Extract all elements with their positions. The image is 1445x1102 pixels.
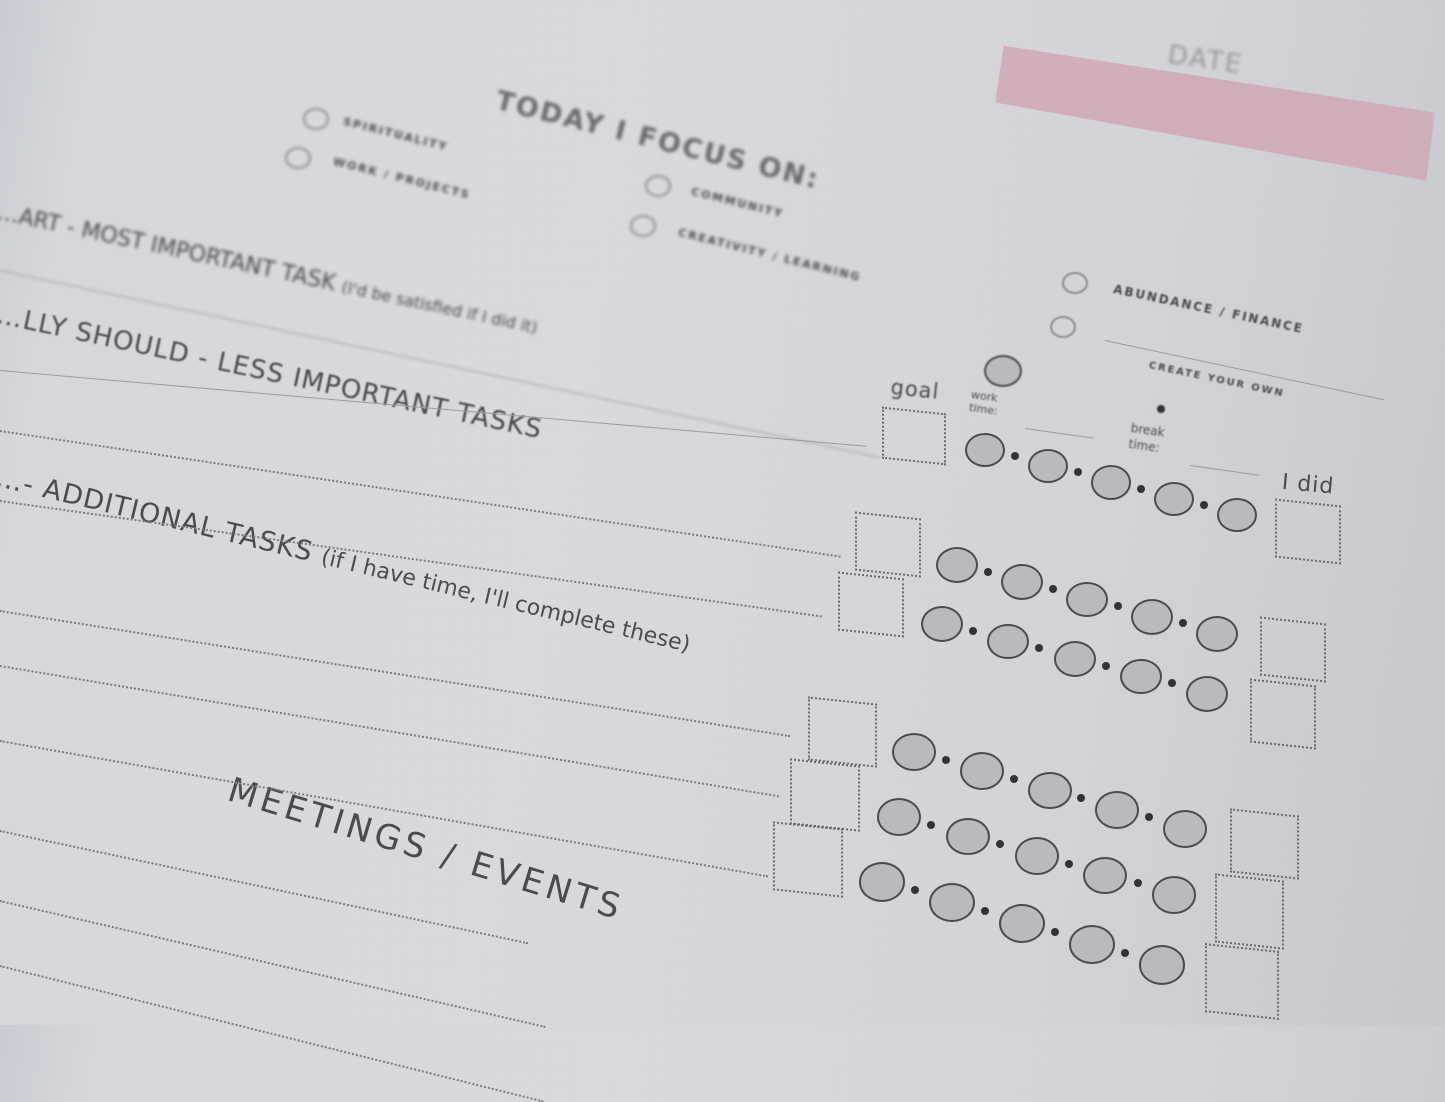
break-dot-icon <box>983 567 992 576</box>
goal-checkbox[interactable] <box>838 571 904 638</box>
focus-radio-abundance[interactable] <box>1062 272 1088 294</box>
pomodoro-bubble[interactable] <box>1069 924 1115 964</box>
focus-radio-custom[interactable] <box>1050 316 1076 338</box>
focus-label: CREATIVITY / LEARNING <box>676 226 863 285</box>
focus-label: ABUNDANCE / FINANCE <box>1112 282 1306 337</box>
goal-checkbox[interactable] <box>855 511 921 578</box>
break-dot-icon <box>1178 619 1187 628</box>
break-dot-icon <box>1077 794 1086 803</box>
task-line[interactable] <box>0 665 780 798</box>
focus-radio-creativity[interactable] <box>630 215 656 237</box>
task-line[interactable] <box>0 965 544 1102</box>
pomodoro-bubble[interactable] <box>1053 641 1096 677</box>
break-dot-icon <box>1101 661 1110 670</box>
focus-label: SPIRITUALITY <box>341 115 450 154</box>
done-checkbox[interactable] <box>1275 498 1341 565</box>
pomodoro-bubble[interactable] <box>945 817 990 856</box>
could-title: …- ADDITIONAL TASKS <box>0 462 317 569</box>
break-dot-icon <box>969 626 978 635</box>
break-dot-icon <box>1145 813 1154 822</box>
could-note: (if I have time, I'll complete these) <box>318 545 693 658</box>
focus-radio-work[interactable] <box>285 147 311 169</box>
must-note: (I'd be satisfied if I did it) <box>339 277 540 338</box>
break-dot-icon <box>927 820 936 829</box>
done-checkbox[interactable] <box>1250 678 1316 750</box>
pomodoro-bubble[interactable] <box>1091 465 1131 500</box>
break-dot-icon <box>1136 484 1145 493</box>
goal-checkbox[interactable] <box>882 406 946 466</box>
break-dot-icon <box>1064 859 1073 868</box>
break-dot-icon <box>1157 405 1165 413</box>
goal-checkbox[interactable] <box>808 696 877 768</box>
break-dot-icon <box>1113 602 1122 611</box>
pomodoro-bubble[interactable] <box>1154 481 1194 516</box>
pomodoro-bubble[interactable] <box>1163 810 1207 848</box>
pomodoro-bubble[interactable] <box>987 623 1030 660</box>
goal-checkbox[interactable] <box>773 821 843 898</box>
break-dot-icon <box>1009 774 1018 783</box>
break-dot-icon <box>941 755 950 764</box>
done-checkbox[interactable] <box>1230 808 1299 880</box>
break-dot-icon <box>1121 948 1129 957</box>
pomodoro-bubble[interactable] <box>892 733 936 771</box>
pomodoro-bubble[interactable] <box>929 883 975 923</box>
could-heading: …- ADDITIONAL TASKS (if I have time, I'l… <box>0 462 694 659</box>
work-bubble-legend-icon <box>984 355 1022 387</box>
pomodoro-bubble[interactable] <box>1131 598 1173 635</box>
break-dot-icon <box>1035 644 1044 653</box>
focus-radio-community[interactable] <box>645 175 671 197</box>
break-dot-icon <box>1073 468 1082 477</box>
pomodoro-bubble[interactable] <box>936 547 978 583</box>
pomodoro-bubble[interactable] <box>1119 658 1162 695</box>
pomodoro-bubble[interactable] <box>859 862 905 902</box>
pomodoro-bubble[interactable] <box>1095 790 1140 829</box>
break-dot-icon <box>1133 879 1142 888</box>
pomodoro-bubble[interactable] <box>1027 771 1072 810</box>
pomodoro-bubble[interactable] <box>1014 837 1059 875</box>
break-dot-icon <box>1048 584 1057 593</box>
pomodoro-bubble[interactable] <box>1217 497 1257 533</box>
pomodoro-bubble[interactable] <box>1028 449 1068 484</box>
pomodoro-bubble[interactable] <box>965 432 1005 468</box>
pomodoro-bubble[interactable] <box>1196 616 1238 652</box>
pomodoro-bubble[interactable] <box>1186 676 1228 712</box>
goal-checkbox[interactable] <box>790 758 860 832</box>
done-checkbox[interactable] <box>1205 943 1279 1020</box>
focus-radio-spirituality[interactable] <box>303 108 329 130</box>
break-dot-icon <box>911 886 919 895</box>
pomodoro-bubble[interactable] <box>1066 581 1108 618</box>
break-dot-icon <box>1167 679 1176 688</box>
break-dot-icon <box>1199 500 1208 509</box>
pomodoro-bubble[interactable] <box>959 752 1004 791</box>
work-time-input[interactable] <box>1024 428 1095 439</box>
work-time-label: work time: <box>968 388 999 418</box>
break-time-label: break time: <box>1127 420 1166 456</box>
pomodoro-bubble[interactable] <box>877 798 921 836</box>
focus-label: CREATE YOUR OWN <box>1147 360 1286 400</box>
pomodoro-bubble[interactable] <box>1001 564 1043 601</box>
break-dot-icon <box>996 840 1005 849</box>
focus-label: COMMUNITY <box>689 185 786 221</box>
done-checkbox[interactable] <box>1215 873 1284 950</box>
pomodoro-bubble[interactable] <box>1152 876 1196 914</box>
focus-label: WORK / PROJECTS <box>331 155 472 202</box>
pomodoro-bubble[interactable] <box>921 606 963 642</box>
break-dot-icon <box>1051 927 1059 936</box>
done-label: I did <box>1280 470 1336 500</box>
break-dot-icon <box>1010 452 1019 461</box>
task-line[interactable] <box>0 900 546 1028</box>
goal-label: goal <box>889 375 941 404</box>
break-time-input[interactable] <box>1189 465 1260 476</box>
pomodoro-bubble[interactable] <box>1083 856 1128 895</box>
break-dot-icon <box>981 907 989 916</box>
done-checkbox[interactable] <box>1260 616 1326 683</box>
task-line[interactable] <box>0 500 822 618</box>
pomodoro-bubble[interactable] <box>999 903 1045 944</box>
should-line[interactable] <box>0 370 867 447</box>
meetings-heading: MEETINGS / EVENTS <box>223 770 629 929</box>
pomodoro-bubble[interactable] <box>1139 945 1185 985</box>
